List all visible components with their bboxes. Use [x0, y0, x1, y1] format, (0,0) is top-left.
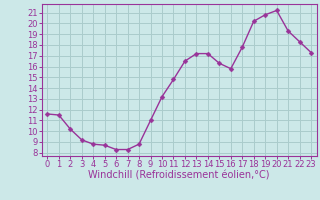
X-axis label: Windchill (Refroidissement éolien,°C): Windchill (Refroidissement éolien,°C) [88, 171, 270, 181]
